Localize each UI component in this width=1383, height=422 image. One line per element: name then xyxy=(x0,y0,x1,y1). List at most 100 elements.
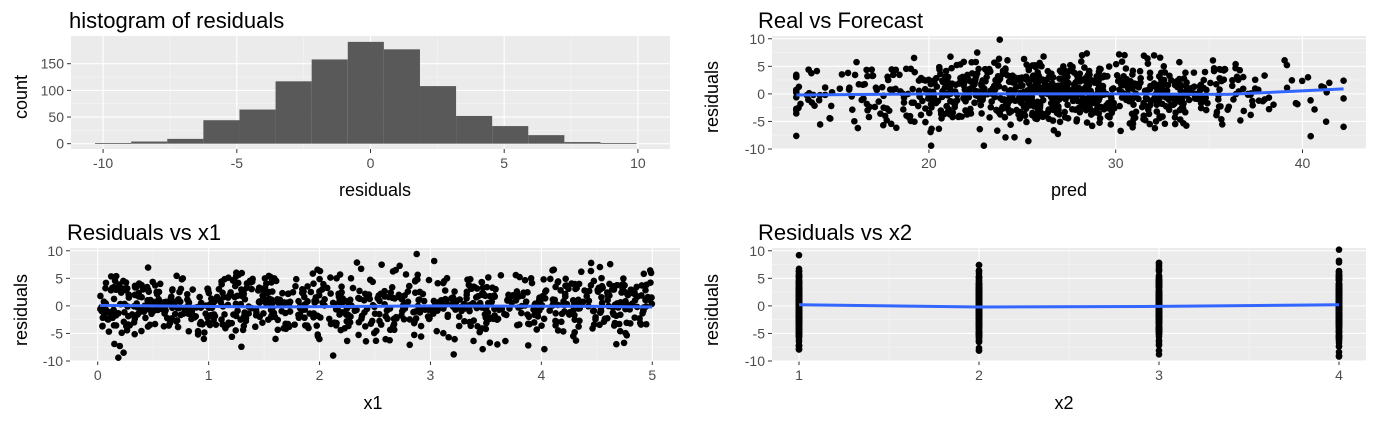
x1-point xyxy=(329,352,337,359)
x1-point xyxy=(142,314,149,322)
rvf-point xyxy=(953,61,961,69)
rvf-point xyxy=(1007,121,1014,128)
rvf-point xyxy=(1183,83,1191,91)
rvf-point xyxy=(927,101,935,108)
x2-point xyxy=(975,290,983,297)
x1-point xyxy=(263,299,271,307)
hist-y-tick-label: 100 xyxy=(41,82,65,98)
rvf-point xyxy=(1183,122,1190,129)
rvf-point xyxy=(1247,111,1255,119)
rvf-point xyxy=(909,85,917,93)
rvf-point xyxy=(917,74,925,82)
x1-point xyxy=(598,293,605,301)
rvf-point xyxy=(1201,68,1209,76)
rvf-point xyxy=(880,104,887,111)
x1-point xyxy=(189,286,196,293)
x1-point xyxy=(617,311,624,319)
rvf-point xyxy=(1182,69,1189,76)
rvf-point xyxy=(1212,80,1220,88)
rvf-point xyxy=(910,54,918,62)
x1-point xyxy=(636,315,643,322)
x1-y-tick-label: -10 xyxy=(43,353,63,369)
rvf-point xyxy=(860,95,867,102)
x1-point xyxy=(342,311,350,318)
rvf-point xyxy=(1261,72,1268,79)
x1-point xyxy=(376,297,383,305)
rvf-point xyxy=(1061,108,1068,116)
rvf-point xyxy=(1230,96,1237,103)
rvf-point xyxy=(1213,108,1221,116)
x1-point xyxy=(241,295,249,303)
x2-point xyxy=(795,273,803,280)
rvf-point xyxy=(1074,73,1082,81)
x1-point xyxy=(309,270,317,277)
real-vs-forecast-chart: Real vs Forecast 20 30 40 -10 -5 0 5 10 pred re… xyxy=(702,8,1366,200)
hist-y-tick-label: 50 xyxy=(48,109,64,125)
hist-bar xyxy=(528,135,565,144)
x1-point xyxy=(131,282,139,290)
x1-point xyxy=(587,259,595,267)
rvf-point xyxy=(864,72,871,80)
x1-point xyxy=(550,266,558,273)
rvf-point xyxy=(1063,86,1071,94)
x1-point xyxy=(151,320,159,328)
x1-point xyxy=(581,287,588,294)
x1-point xyxy=(486,339,494,347)
rvf-point xyxy=(1029,62,1036,69)
rvf-point xyxy=(838,71,846,78)
x2-point xyxy=(795,296,803,304)
x1-xlabel: x1 xyxy=(363,393,382,413)
x1-point xyxy=(217,298,225,306)
x1-point xyxy=(296,311,304,318)
rvf-point xyxy=(1118,94,1126,101)
x1-point xyxy=(404,288,412,295)
rvf-point xyxy=(1100,105,1108,113)
rvf-point xyxy=(1077,58,1085,65)
x1-x-tick-label: 4 xyxy=(537,367,545,383)
x1-point xyxy=(295,297,302,305)
rvf-point xyxy=(965,86,972,93)
x1-point xyxy=(121,308,128,316)
rvf-point xyxy=(1061,114,1069,121)
x1-point xyxy=(377,290,385,298)
x2-point xyxy=(1155,307,1163,315)
x1-point xyxy=(196,293,203,301)
x1-point xyxy=(349,284,357,292)
x1-point xyxy=(360,297,368,304)
x1-point xyxy=(138,327,145,335)
x1-point xyxy=(110,306,117,314)
rvf-point xyxy=(1079,100,1086,108)
rvf-point xyxy=(1115,51,1123,58)
x1-point xyxy=(598,282,606,290)
rvf-point xyxy=(1082,83,1089,91)
rvf-point xyxy=(1088,122,1096,130)
hist-bar xyxy=(383,49,420,144)
rvf-point xyxy=(906,114,913,122)
rvf-point xyxy=(1144,55,1151,62)
x1-point xyxy=(426,314,433,322)
rvf-point xyxy=(1036,83,1043,91)
rvf-point xyxy=(1196,87,1204,94)
rvf-point xyxy=(853,58,860,66)
hist-bar xyxy=(311,59,348,144)
rvf-point xyxy=(863,100,871,108)
rvf-point xyxy=(1028,111,1036,119)
x1-point xyxy=(577,268,585,276)
rvf-point xyxy=(854,124,862,132)
rvf-smooth-line xyxy=(796,87,1344,97)
x1-point xyxy=(116,342,124,350)
x1-point xyxy=(405,282,413,290)
x2-point xyxy=(1155,267,1163,275)
x2-point xyxy=(1335,246,1343,253)
rvf-point xyxy=(1062,95,1069,103)
rvf-point xyxy=(836,85,844,92)
rvf-point xyxy=(1203,86,1210,94)
x1-point xyxy=(572,337,580,344)
x1-point xyxy=(587,267,595,275)
rvf-point xyxy=(910,99,918,106)
rvf-point xyxy=(1270,101,1277,108)
x1-point xyxy=(242,314,250,322)
x1-point xyxy=(402,271,410,278)
x1-point xyxy=(521,276,529,284)
